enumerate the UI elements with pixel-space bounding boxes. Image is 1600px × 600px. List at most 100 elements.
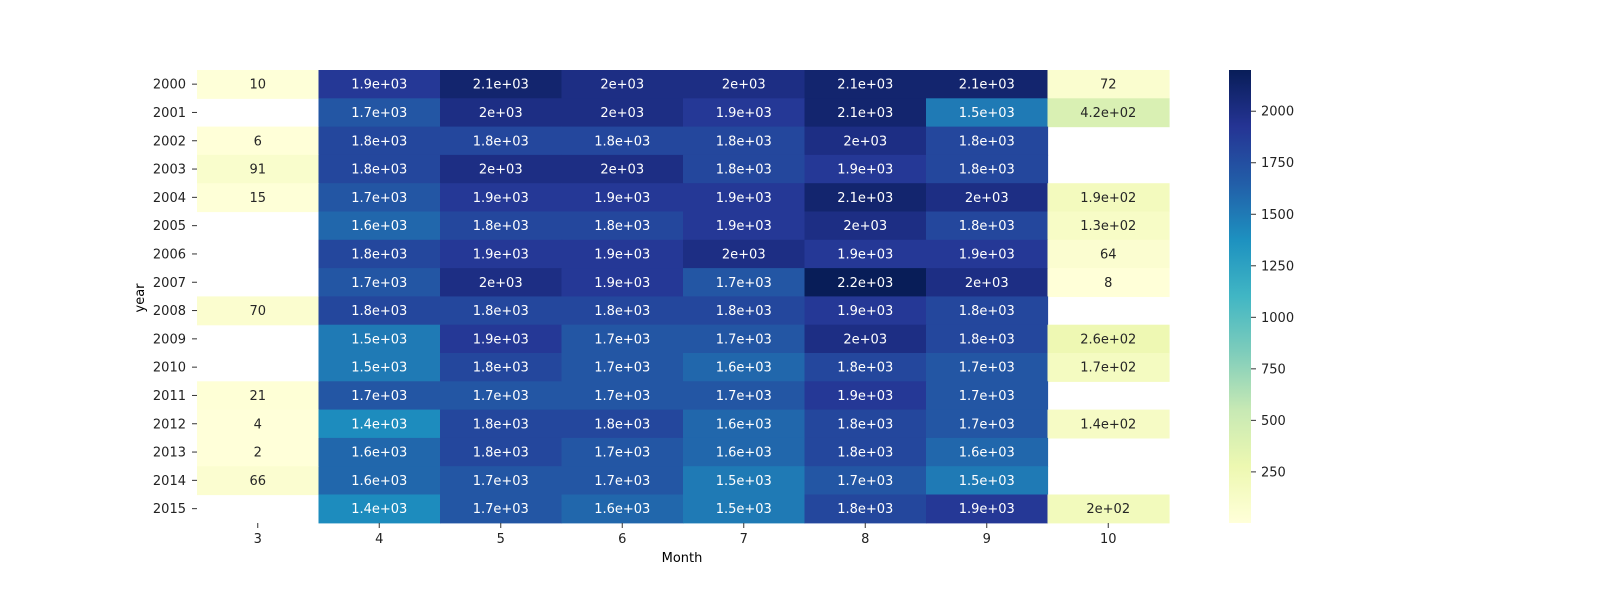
cell-label: 1.8e+03 (473, 134, 529, 149)
cell-label: 1.8e+03 (959, 163, 1015, 178)
heatmap-cell (318, 183, 441, 213)
heatmap-cell (804, 381, 927, 411)
cell-label: 1.9e+03 (351, 78, 407, 93)
heatmap-cell (1047, 239, 1170, 269)
cell-label: 1.7e+03 (473, 474, 529, 489)
heatmap-cell (1047, 183, 1170, 213)
heatmap-cell (440, 70, 563, 99)
cell-label: 1.8e+03 (837, 361, 893, 376)
cell-label: 1.7e+03 (594, 474, 650, 489)
heatmap-cell (683, 381, 806, 411)
y-tick-label: 2013 (153, 446, 186, 461)
y-tick-label: 2004 (153, 191, 186, 206)
heatmap-cell (440, 239, 563, 269)
heatmap-cell (804, 126, 927, 156)
cell-label: 2e+03 (722, 247, 766, 262)
y-tick-label: 2015 (153, 502, 186, 517)
heatmap-cell (440, 353, 563, 382)
cell-label: 1.6e+03 (716, 446, 772, 461)
heatmap-cell (804, 211, 927, 241)
cell-label: 2e+03 (600, 106, 644, 121)
cell-label: 1.9e+03 (716, 219, 772, 234)
y-tick-label: 2009 (153, 332, 186, 347)
heatmap-cell (926, 70, 1049, 99)
cell-label: 1.8e+03 (959, 304, 1015, 319)
heatmap-cell (197, 381, 320, 411)
cell-label: 1.8e+03 (351, 134, 407, 149)
heatmap-cell (561, 466, 684, 496)
heatmap-cell (318, 381, 441, 411)
heatmap-cell (561, 126, 684, 156)
colorbar-tick-label: 1250 (1261, 259, 1294, 274)
heatmap-cell (683, 466, 806, 496)
cell-label: 1.7e+03 (473, 389, 529, 404)
cell-label: 1.7e+03 (716, 389, 772, 404)
cell-label: 1.8e+03 (594, 417, 650, 432)
heatmap-cell (318, 126, 441, 156)
cell-label: 1.7e+03 (594, 332, 650, 347)
cell-label: 1.9e+03 (837, 389, 893, 404)
cell-label: 1.8e+03 (959, 134, 1015, 149)
heatmap-cell (318, 353, 441, 382)
heatmap-cell (318, 437, 441, 467)
x-tick-label: 4 (375, 532, 383, 547)
heatmap-cell (561, 324, 684, 354)
cell-label: 1.9e+03 (716, 191, 772, 206)
cell-label: 2e+03 (843, 134, 887, 149)
heatmap-cell (440, 437, 563, 467)
heatmap-cell (683, 437, 806, 467)
y-tick-label: 2010 (153, 361, 186, 376)
x-axis-ticks: 3 4 5 6 7 8 9 10 (254, 523, 1117, 547)
heatmap-cell (804, 324, 927, 354)
cell-label: 1.9e+03 (837, 304, 893, 319)
cell-label: 1.7e+03 (351, 191, 407, 206)
cell-label: 1.7e+03 (716, 332, 772, 347)
heatmap-cell (926, 98, 1049, 128)
heatmap-cell (1047, 494, 1170, 524)
cell-label: 1.8e+03 (837, 417, 893, 432)
cell-label: 1.6e+03 (351, 219, 407, 234)
colorbar-tick-label: 2000 (1261, 105, 1294, 120)
cell-label: 1.8e+03 (716, 163, 772, 178)
cell-label: 1.9e+03 (837, 163, 893, 178)
x-tick-label: 3 (254, 532, 262, 547)
cell-label: 1.9e+03 (473, 247, 529, 262)
heatmap-cell (804, 268, 927, 297)
y-axis-label: year (133, 283, 148, 313)
heatmap-cell (926, 183, 1049, 213)
cell-label: 2.1e+03 (473, 78, 529, 93)
cell-label: 2e+03 (843, 219, 887, 234)
cell-label: 2.1e+03 (837, 191, 893, 206)
heatmap-cell (561, 494, 684, 524)
cell-label: 1.7e+03 (351, 389, 407, 404)
x-tick-label: 10 (1100, 532, 1117, 547)
cell-label: 1.7e+02 (1080, 361, 1136, 376)
heatmap-cell (1047, 98, 1170, 128)
heatmap-cell (197, 183, 320, 213)
heatmap-cell (561, 268, 684, 297)
cell-label: 6 (254, 134, 262, 149)
cell-label: 1.5e+03 (351, 332, 407, 347)
heatmap-cell (318, 268, 441, 297)
cell-label: 1.7e+03 (351, 276, 407, 291)
cell-label: 1.9e+03 (837, 247, 893, 262)
heatmap-cell (804, 183, 927, 213)
heatmap-cell (926, 268, 1049, 297)
cell-label: 1.9e+03 (959, 502, 1015, 517)
cell-label: 2e+03 (479, 276, 523, 291)
colorbar-tick-label: 500 (1261, 414, 1286, 429)
cell-label: 1.8e+03 (959, 332, 1015, 347)
heatmap-cell (683, 296, 806, 326)
y-tick-label: 2000 (153, 78, 186, 93)
cell-label: 1.6e+03 (594, 502, 650, 517)
heatmap-cell (683, 126, 806, 156)
heatmap-cell (804, 296, 927, 326)
heatmap-cell (926, 126, 1049, 156)
heatmap-cell (804, 409, 927, 439)
heatmap-cell (926, 437, 1049, 467)
cell-label: 1.8e+03 (959, 219, 1015, 234)
heatmap-cell (1047, 211, 1170, 241)
y-tick-label: 2012 (153, 417, 186, 432)
cell-label: 1.8e+03 (594, 304, 650, 319)
